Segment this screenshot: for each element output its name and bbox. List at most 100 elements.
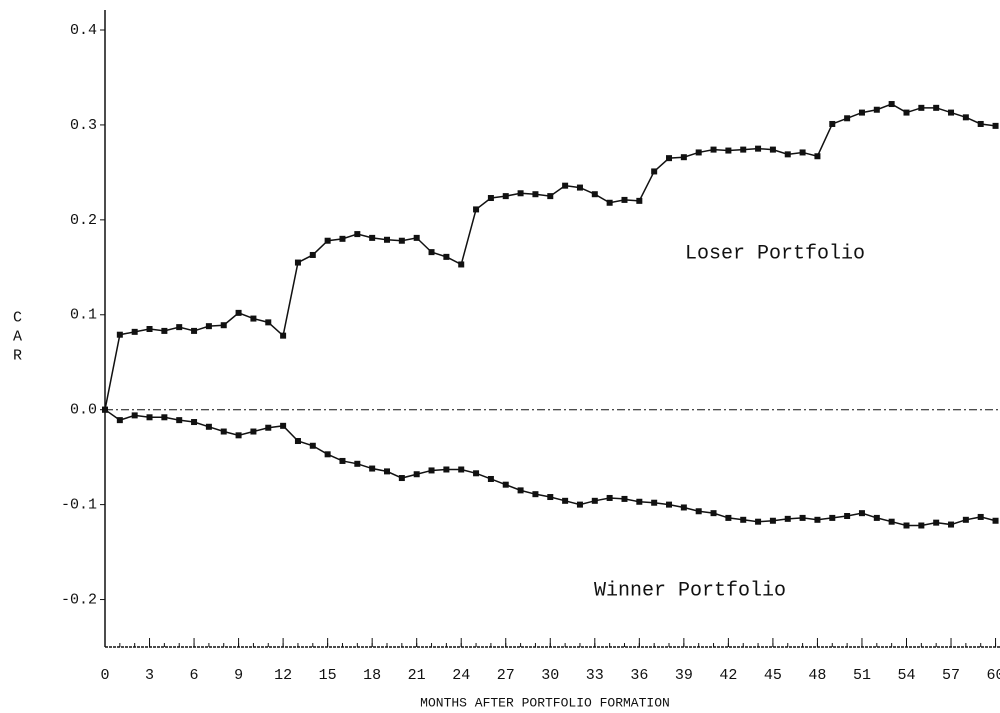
point-marker: [161, 327, 168, 334]
y-axis-label: CAR: [9, 310, 26, 367]
point-marker: [205, 323, 212, 330]
point-marker: [992, 122, 999, 129]
point-marker: [458, 261, 465, 268]
point-marker: [443, 466, 450, 473]
x-tick-label: 27: [497, 667, 515, 684]
point-marker: [191, 327, 198, 334]
point-marker: [725, 147, 732, 154]
point-marker: [962, 516, 969, 523]
point-marker: [576, 184, 583, 191]
point-marker: [799, 514, 806, 521]
point-marker: [888, 518, 895, 525]
point-marker: [562, 182, 569, 189]
point-marker: [384, 468, 391, 475]
point-marker: [250, 315, 257, 322]
x-tick-label: 3: [145, 667, 154, 684]
point-marker: [458, 466, 465, 473]
point-marker: [473, 206, 480, 213]
point-marker: [755, 145, 762, 152]
point-marker: [339, 235, 346, 242]
point-marker: [695, 508, 702, 515]
point-marker: [265, 424, 272, 431]
point-marker: [339, 457, 346, 464]
point-marker: [384, 236, 391, 243]
point-marker: [621, 495, 628, 502]
point-marker: [680, 504, 687, 511]
point-marker: [354, 231, 361, 238]
x-tick-label: 48: [808, 667, 826, 684]
point-marker: [131, 328, 138, 335]
point-marker: [324, 237, 331, 244]
x-tick-label: 57: [942, 667, 960, 684]
point-marker: [265, 319, 272, 326]
y-tick-label: 0.1: [70, 307, 97, 324]
series-line: [104, 409, 996, 527]
point-marker: [487, 195, 494, 202]
annotation: Loser Portfolio: [685, 242, 865, 265]
point-marker: [799, 149, 806, 156]
point-marker: [591, 497, 598, 504]
x-tick-label: 39: [675, 667, 693, 684]
x-tick-label: 18: [363, 667, 381, 684]
point-marker: [651, 168, 658, 175]
point-marker: [666, 501, 673, 508]
point-marker: [369, 234, 376, 241]
point-marker: [858, 510, 865, 517]
point-marker: [146, 326, 153, 333]
x-tick-label: 45: [764, 667, 782, 684]
y-tick-label: -0.1: [61, 497, 97, 514]
point-marker: [948, 109, 955, 116]
point-marker: [903, 109, 910, 116]
point-marker: [131, 412, 138, 419]
point-marker: [576, 501, 583, 508]
point-marker: [280, 332, 287, 339]
point-marker: [161, 414, 168, 421]
point-marker: [116, 417, 123, 424]
point-marker: [398, 475, 405, 482]
point-marker: [176, 324, 183, 331]
point-marker: [294, 438, 301, 445]
point-marker: [814, 153, 821, 160]
point-marker: [487, 475, 494, 482]
point-marker: [977, 120, 984, 127]
point-marker: [918, 522, 925, 529]
point-marker: [205, 423, 212, 430]
point-marker: [755, 518, 762, 525]
x-tick-label: 36: [630, 667, 648, 684]
y-tick-label: 0.0: [70, 402, 97, 419]
y-tick-label: 0.3: [70, 117, 97, 134]
x-tick-label: 51: [853, 667, 871, 684]
point-marker: [784, 151, 791, 158]
point-marker: [606, 199, 613, 206]
point-marker: [517, 190, 524, 197]
point-marker: [309, 251, 316, 258]
point-marker: [636, 498, 643, 505]
x-tick-label: 12: [274, 667, 292, 684]
point-marker: [547, 494, 554, 501]
point-marker: [146, 414, 153, 421]
x-tick-label: 60: [987, 667, 1000, 684]
point-marker: [680, 154, 687, 161]
point-marker: [888, 101, 895, 108]
point-marker: [829, 120, 836, 127]
point-marker: [784, 515, 791, 522]
x-tick-label: 54: [897, 667, 915, 684]
point-marker: [666, 155, 673, 162]
point-marker: [948, 521, 955, 528]
point-marker: [369, 465, 376, 472]
point-marker: [116, 331, 123, 338]
point-marker: [280, 422, 287, 429]
y-tick-label: -0.2: [61, 592, 97, 609]
point-marker: [502, 193, 509, 200]
x-tick-label: 0: [100, 667, 109, 684]
x-tick-label: 15: [319, 667, 337, 684]
point-marker: [176, 417, 183, 424]
point-marker: [651, 499, 658, 506]
point-marker: [191, 419, 198, 426]
x-tick-label: 21: [408, 667, 426, 684]
point-marker: [294, 259, 301, 266]
point-marker: [547, 193, 554, 200]
point-marker: [769, 517, 776, 524]
point-marker: [591, 191, 598, 198]
